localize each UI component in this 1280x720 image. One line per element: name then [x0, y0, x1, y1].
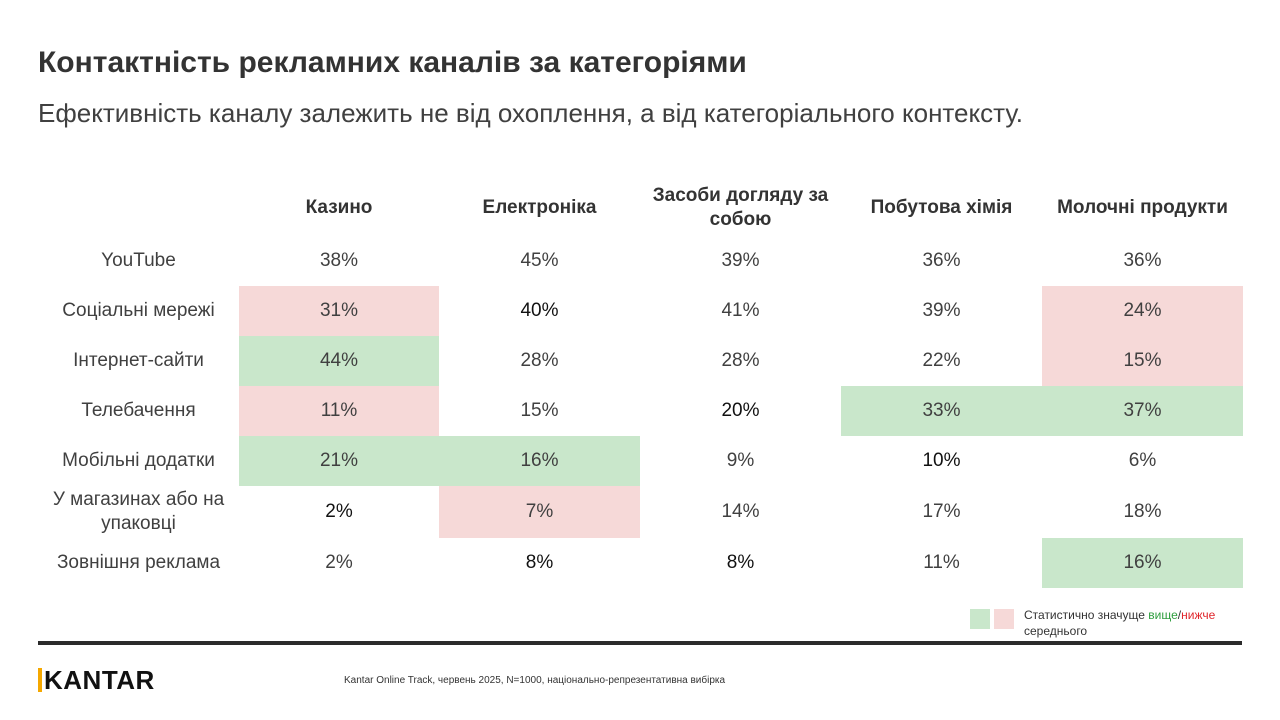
legend-text: Статистично значуще вище/нижче середньог…: [1024, 607, 1244, 639]
column-header: Засоби догляду за собою: [652, 185, 829, 230]
row-label: Телебачення: [81, 400, 196, 422]
footer-divider: [38, 641, 1242, 645]
column-header: Казино: [305, 197, 373, 219]
row-label: Соціальні мережі: [62, 300, 215, 322]
table-cell: 15%: [1042, 336, 1243, 386]
table-cell: 33%: [841, 386, 1042, 436]
table-cell: 11%: [239, 386, 439, 436]
table-cell: 22%: [922, 350, 961, 372]
table-cell: 28%: [520, 350, 559, 372]
row-label: У магазинах або на упаковці: [52, 489, 225, 534]
table-cell: 20%: [721, 400, 760, 422]
logo-text: KANTAR: [44, 664, 155, 695]
table-cell: 39%: [922, 300, 961, 322]
table-cell: 44%: [239, 336, 439, 386]
table-cell: 15%: [520, 400, 559, 422]
table-cell: 18%: [1123, 501, 1162, 523]
table-cell: 41%: [721, 300, 760, 322]
legend-higher-word: вище: [1148, 608, 1178, 622]
table-cell: 10%: [922, 450, 961, 472]
table-cell: 38%: [319, 250, 359, 272]
table-cell: 40%: [520, 300, 559, 322]
table-cell: 31%: [239, 286, 439, 336]
table-cell: 16%: [439, 436, 640, 486]
logo-accent-bar: [38, 668, 42, 692]
row-label: Зовнішня реклама: [56, 552, 221, 574]
column-header: Побутова хімія: [870, 197, 1013, 219]
column-header: Молочні продукти: [1057, 197, 1228, 219]
significance-legend: Статистично значуще вище/нижче середньог…: [970, 607, 1244, 639]
table-cell: 21%: [239, 436, 439, 486]
column-header: Електроніка: [482, 197, 597, 219]
table-cell: 8%: [726, 552, 755, 574]
source-note: Kantar Online Track, червень 2025, N=100…: [344, 675, 726, 686]
table-cell: 7%: [439, 486, 640, 538]
table-cell: 6%: [1128, 450, 1157, 472]
table-cell: 39%: [721, 250, 760, 272]
legend-swatch-lower: [994, 609, 1014, 629]
row-label: Мобільні додатки: [62, 450, 215, 472]
table-cell: 9%: [726, 450, 755, 472]
table-cell: 37%: [1042, 386, 1243, 436]
table-cell: 17%: [922, 501, 961, 523]
legend-text-lead: Статистично значуще: [1024, 608, 1149, 622]
table-corner: [38, 180, 239, 236]
chart-title: Контактність рекламних каналів за катего…: [38, 46, 747, 79]
table-cell: 45%: [520, 250, 559, 272]
table-cell: 14%: [721, 501, 760, 523]
legend-separator: /: [1177, 608, 1182, 622]
table-cell: 36%: [1123, 250, 1162, 272]
table-cell: 16%: [1042, 538, 1243, 588]
table-cell: 24%: [1042, 286, 1243, 336]
table-cell: 8%: [525, 552, 554, 574]
legend-lower-word: нижче: [1181, 608, 1216, 622]
row-label: Інтернет-сайти: [73, 350, 204, 372]
table-cell: 28%: [721, 350, 760, 372]
table-cell: 2%: [325, 552, 353, 574]
data-table: Казино Електроніка Засоби догляду за собою…: [38, 180, 1243, 588]
table-cell: 2%: [325, 501, 353, 523]
legend-swatch-higher: [970, 609, 990, 629]
legend-text-tail: середнього: [1024, 624, 1088, 638]
table-cell: 36%: [922, 250, 961, 272]
table-cell: 11%: [923, 552, 960, 574]
kantar-logo: KANTAR: [38, 665, 155, 695]
chart-subtitle: Ефективність каналу залежить не від охоп…: [38, 98, 1023, 128]
row-label: YouTube: [101, 250, 176, 272]
